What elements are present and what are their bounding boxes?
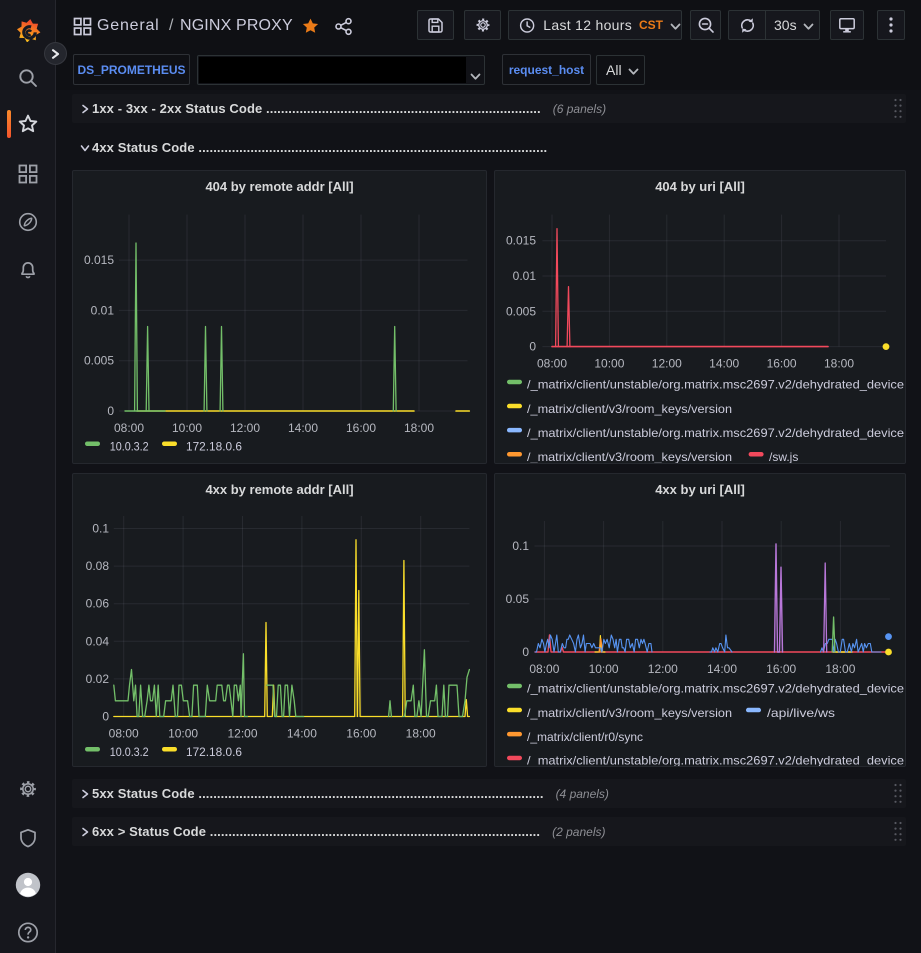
svg-text:/_matrix/client/v3/room_keys/v: /_matrix/client/v3/room_keys/version	[527, 402, 732, 416]
svg-text:10:00: 10:00	[594, 357, 624, 371]
svg-text:12:00: 12:00	[227, 727, 257, 741]
svg-text:0.01: 0.01	[91, 303, 115, 317]
svg-text:/_matrix/client/v3/room_keys/v: /_matrix/client/v3/room_keys/version	[527, 706, 732, 720]
svg-text:18:00: 18:00	[825, 662, 855, 676]
svg-text:10:00: 10:00	[589, 662, 619, 676]
svg-text:0: 0	[107, 404, 114, 418]
svg-text:10.0.3.2: 10.0.3.2	[110, 745, 149, 759]
svg-text:0.005: 0.005	[84, 354, 114, 368]
svg-text:172.18.0.6: 172.18.0.6	[186, 440, 242, 454]
svg-text:16:00: 16:00	[766, 662, 796, 676]
svg-text:14:00: 14:00	[709, 357, 739, 371]
svg-text:10.0.3.2: 10.0.3.2	[110, 440, 149, 454]
svg-text:/_matrix/client/unstable/org.m: /_matrix/client/unstable/org.matrix.msc2…	[527, 754, 904, 767]
svg-text:16:00: 16:00	[346, 727, 376, 741]
svg-text:0.1: 0.1	[92, 522, 109, 536]
svg-text:08:00: 08:00	[114, 421, 144, 435]
svg-text:/_matrix/client/unstable/org.m: /_matrix/client/unstable/org.matrix.msc2…	[527, 682, 904, 696]
svg-text:12:00: 12:00	[648, 662, 678, 676]
svg-text:/_matrix/client/unstable/org.m: /_matrix/client/unstable/org.matrix.msc2…	[527, 378, 904, 392]
svg-text:0: 0	[522, 645, 529, 659]
svg-text:10:00: 10:00	[168, 727, 198, 741]
svg-text:12:00: 12:00	[652, 357, 682, 371]
svg-text:0: 0	[529, 340, 536, 354]
svg-text:14:00: 14:00	[288, 421, 318, 435]
svg-text:18:00: 18:00	[406, 727, 436, 741]
svg-text:16:00: 16:00	[346, 421, 376, 435]
svg-text:0.01: 0.01	[513, 269, 537, 283]
svg-text:0.1: 0.1	[512, 539, 529, 553]
svg-text:0.015: 0.015	[84, 253, 114, 267]
svg-text:12:00: 12:00	[230, 421, 260, 435]
svg-text:0.02: 0.02	[86, 672, 110, 686]
svg-text:08:00: 08:00	[109, 727, 139, 741]
svg-text:10:00: 10:00	[172, 421, 202, 435]
svg-text:/sw.js: /sw.js	[769, 450, 798, 464]
svg-text:18:00: 18:00	[404, 421, 434, 435]
svg-text:0.05: 0.05	[506, 592, 530, 606]
svg-text:/_matrix/client/v3/room_keys/v: /_matrix/client/v3/room_keys/version	[527, 450, 732, 464]
svg-text:/_matrix/client/unstable/org.m: /_matrix/client/unstable/org.matrix.msc2…	[527, 426, 904, 440]
svg-text:0: 0	[102, 710, 109, 724]
svg-text:0.08: 0.08	[86, 559, 110, 573]
svg-text:18:00: 18:00	[824, 357, 854, 371]
svg-text:08:00: 08:00	[529, 662, 559, 676]
svg-text:172.18.0.6: 172.18.0.6	[186, 745, 242, 759]
svg-text:0.015: 0.015	[506, 234, 536, 248]
svg-text:/_matrix/client/r0/sync: /_matrix/client/r0/sync	[527, 730, 643, 744]
svg-text:0.04: 0.04	[86, 634, 110, 648]
svg-text:16:00: 16:00	[767, 357, 797, 371]
svg-text:14:00: 14:00	[287, 727, 317, 741]
svg-text:08:00: 08:00	[537, 357, 567, 371]
svg-text:0.06: 0.06	[86, 597, 110, 611]
svg-text:0.005: 0.005	[506, 304, 536, 318]
svg-text:14:00: 14:00	[707, 662, 737, 676]
svg-text:/api/live/ws: /api/live/ws	[767, 706, 835, 720]
